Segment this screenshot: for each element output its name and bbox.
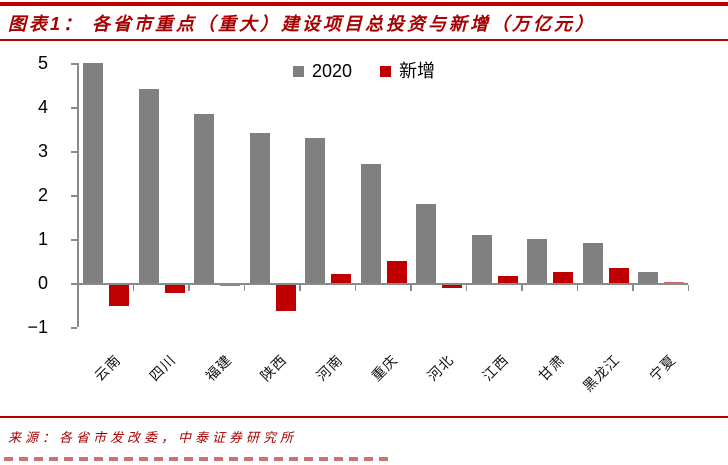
- bar-新增-甘肃: [553, 272, 573, 283]
- bar-新增-福建: [220, 284, 240, 286]
- legend-swatch-new: [380, 65, 392, 77]
- bar-新增-重庆: [386, 261, 407, 283]
- x-tick: [243, 284, 245, 291]
- x-tick: [576, 284, 578, 291]
- legend-swatch-2020: [292, 65, 304, 77]
- x-tick: [410, 284, 412, 291]
- x-category-label: 江西: [479, 351, 512, 384]
- x-category-label: 重庆: [368, 351, 401, 384]
- y-tick-label: 0: [37, 273, 48, 293]
- y-tick-label: 4: [37, 97, 48, 117]
- x-tick: [465, 284, 467, 291]
- x-category-label: 云南: [90, 351, 124, 384]
- y-tick: [71, 151, 77, 153]
- bar-2020-甘肃: [527, 239, 547, 283]
- y-tick: [71, 195, 77, 197]
- bar-新增-河南: [331, 274, 351, 283]
- bar-新增-云南: [109, 284, 129, 306]
- bar-新增-宁夏: [664, 281, 684, 283]
- bar-新增-陕西: [275, 284, 296, 311]
- bar-新增-黑龙江: [608, 267, 629, 283]
- x-tick: [132, 284, 134, 291]
- bar-2020-河南: [305, 137, 325, 283]
- footer-divider: [0, 416, 728, 418]
- x-category-label: 四川: [146, 351, 179, 384]
- legend-label-2020: 2020: [311, 61, 353, 81]
- title-divider: [0, 39, 728, 41]
- legend-label-new: 新增: [399, 61, 436, 81]
- x-tick: [632, 284, 634, 291]
- y-tick: [71, 107, 77, 109]
- bar-新增-江西: [497, 276, 518, 283]
- x-category-label: 河北: [423, 351, 457, 384]
- bar-2020-四川: [138, 89, 159, 283]
- x-category-label: 河南: [312, 351, 346, 384]
- x-category-label: 宁夏: [645, 351, 679, 384]
- x-category-label: 甘肃: [534, 351, 568, 384]
- x-tick: [521, 284, 523, 291]
- y-tick-label: −1: [27, 317, 48, 337]
- x-tick: [687, 284, 689, 291]
- bar-2020-福建: [194, 113, 214, 283]
- bar-2020-河北: [416, 203, 436, 283]
- bar-2020-重庆: [360, 164, 381, 283]
- clipped-text-fragment: [4, 457, 392, 461]
- y-tick: [71, 63, 77, 65]
- x-category-label: 陕西: [257, 351, 290, 384]
- chart-legend: 2020 新增: [0, 62, 728, 80]
- y-tick: [71, 239, 77, 241]
- bar-新增-四川: [164, 284, 185, 294]
- y-tick: [71, 283, 77, 285]
- bar-2020-黑龙江: [582, 243, 603, 283]
- x-category-label: 黑龙江: [579, 351, 623, 395]
- figure-title: 图表1： 各省市重点（重大）建设项目总投资与新增（万亿元）: [8, 14, 597, 34]
- source-note: 来源：各省市发改委，中泰证券研究所: [8, 430, 298, 445]
- y-tick-label: 1: [37, 229, 48, 249]
- x-category-label: 福建: [201, 351, 235, 384]
- y-tick-label: 5: [37, 53, 48, 73]
- bar-2020-云南: [83, 63, 103, 283]
- top-divider: [0, 2, 728, 6]
- x-tick: [354, 284, 356, 291]
- x-tick: [299, 284, 301, 291]
- x-tick: [188, 284, 190, 291]
- y-axis: [77, 63, 79, 327]
- bar-2020-宁夏: [638, 272, 658, 283]
- bar-2020-陕西: [249, 133, 270, 283]
- bar-新增-河北: [442, 284, 462, 289]
- x-axis-zero-line: [77, 283, 688, 285]
- y-tick-label: 3: [37, 141, 48, 161]
- legend-item-new: 新增: [380, 62, 435, 80]
- legend-item-2020: 2020: [292, 61, 353, 81]
- y-tick: [71, 327, 77, 329]
- y-tick-label: 2: [37, 185, 48, 205]
- bar-2020-江西: [471, 234, 492, 283]
